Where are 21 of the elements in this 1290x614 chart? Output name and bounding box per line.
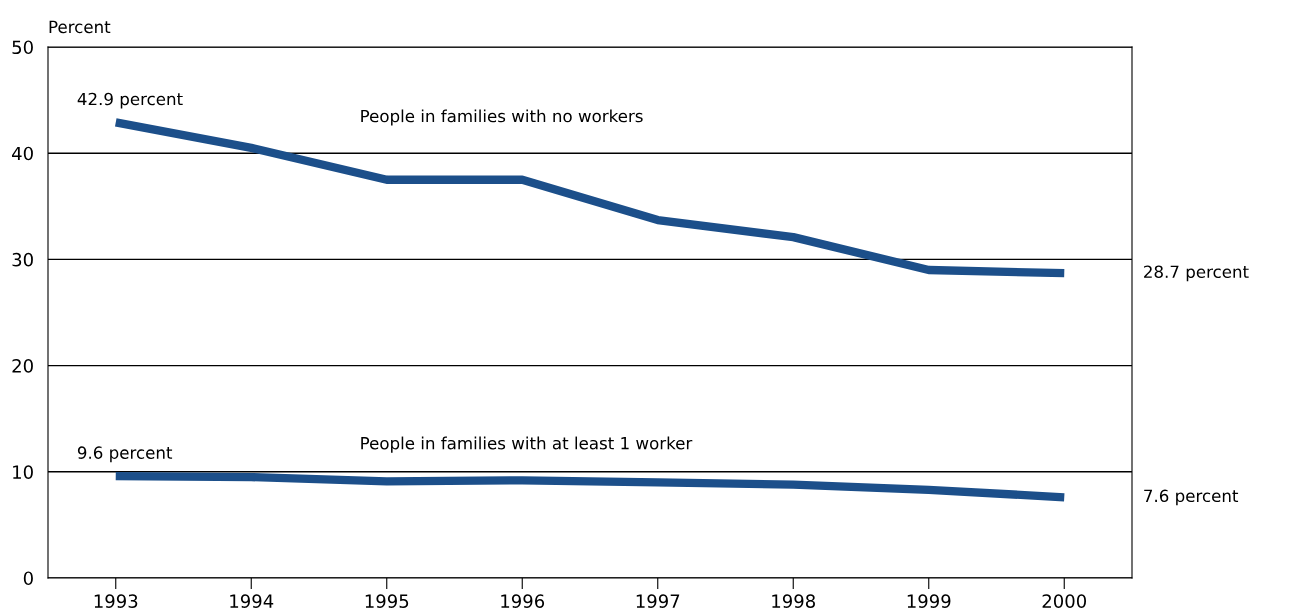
y-tick-label: 30 (12, 252, 33, 267)
text: 28.7 percent (1144, 265, 1249, 282)
x-tick-label: 1993 (94, 594, 138, 608)
x-tick-label: 1996 (501, 594, 545, 608)
x-tick-label: 1997 (636, 594, 680, 608)
annotation: 9.6 percent (77, 446, 173, 463)
annotation: 42.9 percent (77, 92, 183, 109)
y-tick-label: 0 (23, 571, 33, 586)
series-label: People in families with at least 1 worker (361, 436, 693, 453)
y-tick-label: 20 (12, 359, 33, 373)
x-tick-label: 1998 (772, 594, 815, 608)
x-tick-label: 2000 (1042, 594, 1087, 608)
text: People in families with no workers (361, 109, 643, 126)
y-axis-title: Percent (49, 20, 111, 34)
y-tick-label: 10 (13, 465, 33, 479)
y-tick-label: 40 (12, 146, 33, 161)
y-tick-label: 50 (12, 40, 33, 55)
x-tick-label: 1999 (907, 594, 951, 608)
x-tick-label: 1995 (365, 594, 409, 608)
text: 7.6 percent (1144, 489, 1239, 506)
x-tick-label: 1994 (230, 594, 274, 608)
